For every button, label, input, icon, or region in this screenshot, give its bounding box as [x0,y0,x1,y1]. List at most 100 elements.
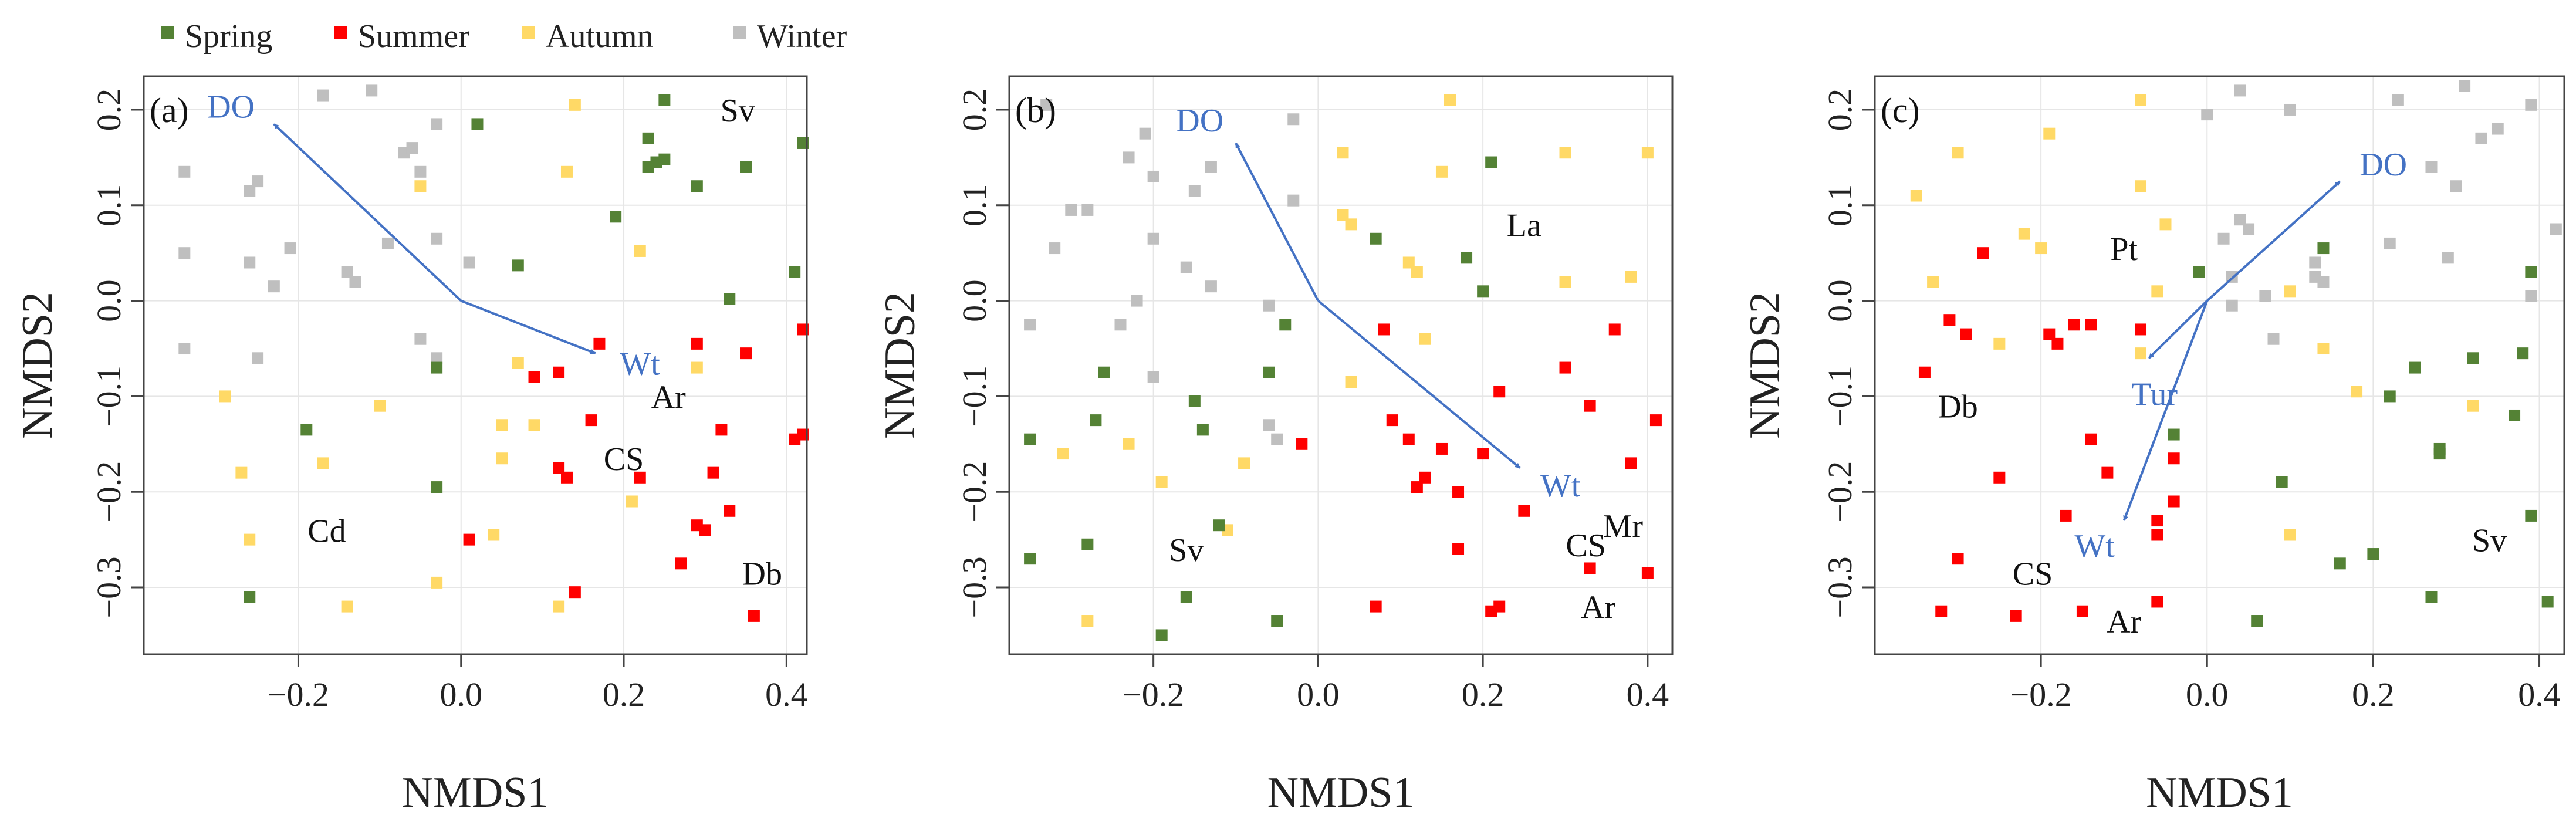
point-spring [2276,476,2288,488]
x-tick-label: 0.2 [2352,675,2395,714]
point-winter [244,185,256,197]
point-summer [1993,471,2006,484]
arrow-wt [1317,300,1521,469]
point-winter [1114,319,1127,331]
point-summer [1296,438,1308,450]
point-spring [2367,548,2379,560]
point-winter [1147,371,1159,383]
point-winter [1049,242,1061,255]
point-spring [691,180,703,192]
point-spring [658,94,671,106]
legend-label-spring: Spring [185,18,272,55]
x-tick-label: −0.2 [268,675,329,714]
point-summer [1943,314,1956,326]
point-winter [1139,127,1151,140]
point-spring [1155,629,1168,641]
point-spring [2425,591,2438,603]
point-winter [2226,299,2238,312]
point-summer [1386,414,1398,427]
point-winter [2475,132,2487,144]
point-winter [1147,232,1159,245]
species-label-pt: Pt [2110,231,2138,268]
point-winter [463,256,475,269]
point-spring [1370,232,1382,245]
point-summer [675,557,687,570]
point-summer [2085,319,2097,331]
point-spring [610,211,622,223]
point-spring [1279,319,1292,331]
point-autumn [2159,218,2172,231]
point-autumn [560,165,573,178]
point-summer [1918,366,1931,378]
point-winter [381,237,394,249]
y-axis-title: NMDS2 [1741,292,1789,439]
point-summer [2151,596,2163,608]
plot-frame [1008,75,1674,655]
arrow-label-do: DO [2359,147,2407,183]
point-spring [1485,156,1497,168]
arrow-label-do: DO [207,89,255,126]
point-winter [1065,204,1077,216]
point-summer [699,524,711,536]
point-winter [252,352,264,364]
point-summer [2076,605,2088,617]
species-label-cs: CS [604,441,644,478]
point-summer [2043,328,2056,340]
point-autumn [1993,337,2006,350]
point-spring [300,424,313,436]
point-winter [2267,333,2280,345]
point-autumn [1057,448,1069,460]
point-spring [431,481,443,493]
point-winter [1271,433,1283,445]
x-tick-label: −0.2 [1123,675,1184,714]
point-autumn [414,180,427,192]
y-axis-title: NMDS2 [13,292,62,439]
point-winter [431,232,443,245]
panel-letter: (c) [1881,91,1920,130]
point-summer [553,366,565,378]
point-summer [715,424,728,436]
arrow-tur [2148,300,2208,359]
point-autumn [1443,94,1456,106]
point-winter [178,165,191,178]
point-summer [2051,337,2064,350]
point-autumn [1081,615,1094,627]
y-tick-label: −0.1 [90,366,128,427]
point-spring [1196,424,1209,436]
point-spring [2525,509,2537,522]
point-winter [1040,99,1053,111]
point-summer [1411,481,1423,493]
point-autumn [496,419,508,431]
point-summer [1378,323,1390,336]
arrow-do [1235,143,1320,302]
point-winter [1287,113,1300,126]
point-autumn [2317,343,2330,355]
legend-label-autumn: Autumn [546,18,654,55]
point-spring [2525,266,2537,278]
point-summer [1518,505,1530,517]
species-label-db: Db [742,556,782,593]
point-summer [1584,400,1596,412]
point-spring [1180,591,1192,603]
point-spring [1271,615,1283,627]
point-winter [252,175,264,188]
species-label-ar: Ar [1581,590,1615,626]
point-summer [1452,543,1465,555]
legend-item-summer: Summer [334,18,469,55]
point-summer [1452,486,1465,498]
point-autumn [219,390,231,403]
point-autumn [2351,386,2363,398]
point-spring [2317,242,2330,255]
point-winter [268,280,280,293]
point-winter [178,247,191,259]
y-tick-label: 0.0 [1821,279,1859,322]
point-summer [634,471,646,484]
species-label-sv: Sv [2472,523,2507,559]
point-autumn [1337,209,1349,221]
legend-marker-spring [161,26,174,39]
point-spring [1461,252,1473,264]
point-spring [2168,428,2180,441]
point-autumn [569,99,581,111]
point-summer [2168,452,2180,465]
